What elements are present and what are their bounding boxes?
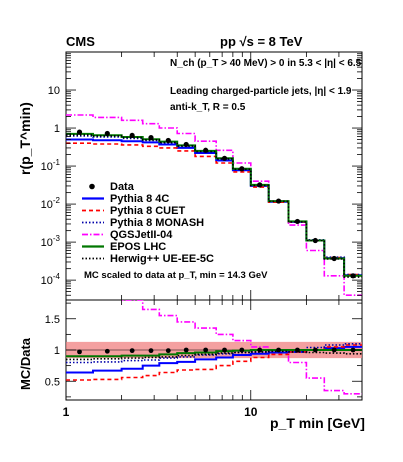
data-point	[257, 182, 263, 188]
top-series-layer	[66, 114, 362, 296]
ratio-y-tick-label: 1.5	[45, 314, 60, 326]
legend-label: Herwig++ UE-EE-5C	[110, 253, 214, 265]
legend-label: Pythia 8 MONASH	[110, 217, 204, 229]
ratio-data-point	[165, 348, 171, 354]
ratio-data-point	[222, 347, 227, 353]
x-axis-label: p_T min [GeV]	[270, 415, 365, 431]
ratio-data-point	[77, 349, 82, 355]
ratio-y-axis-label: MC/Data	[18, 337, 33, 390]
ratio-data-point	[312, 347, 318, 353]
ratio-data-point	[257, 347, 263, 353]
annotation-1: N_ch (p_T > 40 MeV) > 0 in 5.3 < |η| < 6…	[170, 58, 362, 69]
ratio-data-point	[183, 347, 189, 353]
data-point	[239, 166, 245, 172]
legend-label: Pythia 8 CUET	[110, 205, 185, 217]
legend-label: EPOS LHC	[110, 241, 166, 253]
ratio-data-point	[129, 348, 135, 354]
y-tick-label: 10-3	[41, 234, 61, 249]
y-tick-label: 10	[48, 85, 60, 97]
y-tick-label: 10-1	[41, 158, 61, 173]
data-point	[148, 135, 154, 141]
x-tick-label: 10	[244, 405, 258, 419]
ratio-data-point	[276, 347, 281, 353]
data-point	[350, 273, 356, 279]
ratio-line-qgsjetii-04	[120, 300, 362, 395]
y-tick-label: 10-4	[41, 272, 61, 287]
ratio-series-layer	[66, 300, 362, 395]
data-point	[104, 130, 110, 137]
data-point	[183, 141, 189, 148]
data-point	[129, 132, 135, 139]
data-point	[76, 129, 83, 135]
data-point	[294, 218, 301, 225]
data-point	[203, 147, 209, 153]
legend-label: QGSJetII-04	[110, 229, 173, 241]
data-point	[165, 137, 171, 144]
legend-label: Pythia 8 4C	[110, 193, 169, 205]
scale-note: MC scaled to data at p_T, min = 14.3 GeV	[84, 270, 268, 281]
data-point	[331, 255, 337, 262]
ratio-data-point	[239, 347, 245, 353]
ratio-data-point	[295, 347, 300, 353]
x-tick-label: 1	[63, 405, 70, 419]
ratio-line-herwig-ue-ee-5c	[66, 350, 362, 361]
series-line-pythia-8-cuet	[66, 142, 362, 276]
top-y-axis-label: r(p_T^min)	[17, 102, 33, 175]
annotation-2: Leading charged-particle jets, |η| < 1.9	[170, 86, 352, 97]
ratio-data-point	[331, 347, 337, 353]
ratio-data-point	[148, 348, 154, 354]
data-point	[221, 155, 228, 161]
legend-marker-data	[89, 183, 95, 190]
ratio-data-point	[104, 348, 110, 354]
y-tick-label: 1	[54, 123, 60, 135]
ratio-line-epos-lhc	[66, 349, 362, 358]
y-tick-label: 10-2	[41, 196, 61, 211]
series-line-qgsjetii-04	[66, 114, 362, 296]
experiment-label: CMS	[66, 34, 95, 49]
energy-label: pp √s = 8 TeV	[220, 34, 303, 49]
annotation-3: anti-k_T, R = 0.5	[170, 102, 246, 113]
ratio-data-point	[203, 347, 209, 353]
data-point	[275, 198, 282, 204]
data-point	[312, 237, 318, 244]
ratio-y-tick-label: 0.5	[45, 376, 60, 388]
ratio-y-tick-label: 1	[54, 345, 60, 357]
legend-label: Data	[110, 181, 135, 193]
